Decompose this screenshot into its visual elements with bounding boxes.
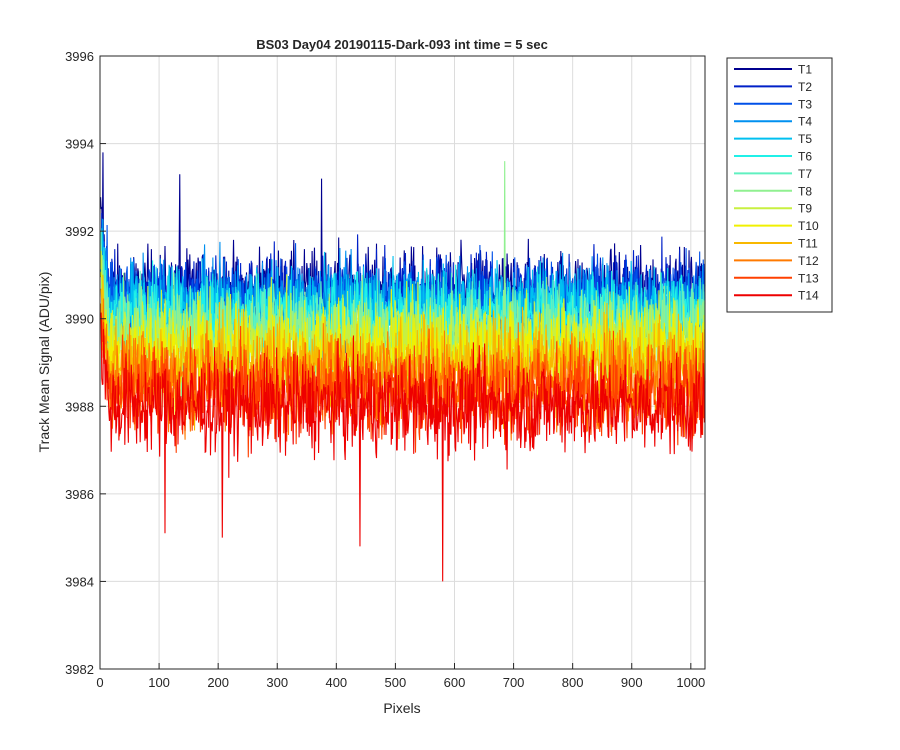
legend-label-t12: T12 [798, 254, 819, 268]
legend-label-t9: T9 [798, 202, 812, 216]
y-tick-label: 3992 [65, 224, 94, 239]
legend-label-t13: T13 [798, 271, 819, 285]
legend-label-t8: T8 [798, 184, 812, 198]
legend-label-t14: T14 [798, 289, 819, 303]
legend-label-t4: T4 [798, 115, 812, 129]
y-tick-label: 3996 [65, 49, 94, 64]
legend-label-t10: T10 [798, 219, 819, 233]
x-tick-label: 800 [562, 675, 584, 690]
axis-ticks: 0 100 200 300 400 500 600 700 800 900 1000 3982 3984… [65, 49, 705, 690]
x-tick-label: 100 [148, 675, 170, 690]
series-layer [100, 152, 706, 582]
x-tick-label: 900 [621, 675, 643, 690]
x-tick-label: 300 [266, 675, 288, 690]
legend-label-t11: T11 [798, 237, 818, 251]
y-tick-label: 3984 [65, 574, 94, 589]
x-tick-label: 500 [385, 675, 407, 690]
legend-label-t7: T7 [798, 167, 812, 181]
legend-box [726, 57, 833, 313]
x-tick-label: 700 [503, 675, 525, 690]
y-axis-label: Track Mean Signal (ADU/pix) [36, 272, 52, 453]
y-tick-label: 3986 [65, 487, 94, 502]
legend-label-t3: T3 [798, 97, 812, 111]
x-tick-label: 400 [325, 675, 347, 690]
legend-label-t2: T2 [798, 80, 812, 94]
x-axis-label: Pixels [383, 700, 420, 716]
y-tick-label: 3982 [65, 662, 94, 677]
x-tick-label: 0 [96, 675, 103, 690]
x-tick-label: 600 [444, 675, 466, 690]
legend[interactable]: T1 T2 T3 T4 T5 T6 T7 T8 T9 T10 T11 T12 T13 T14 [726, 57, 833, 313]
y-tick-label: 3990 [65, 312, 94, 327]
legend-label-t5: T5 [798, 132, 812, 146]
legend-label-t6: T6 [798, 150, 812, 164]
y-tick-label: 3988 [65, 399, 94, 414]
x-tick-label: 200 [207, 675, 229, 690]
x-tick-label: 1000 [676, 675, 705, 690]
y-tick-label: 3994 [65, 137, 94, 152]
legend-label-t1: T1 [798, 63, 812, 77]
series-line-t14 [100, 312, 706, 582]
chart-title: BS03 Day04 20190115-Dark-093 int time = … [256, 37, 548, 52]
plot-frame [99, 55, 706, 670]
